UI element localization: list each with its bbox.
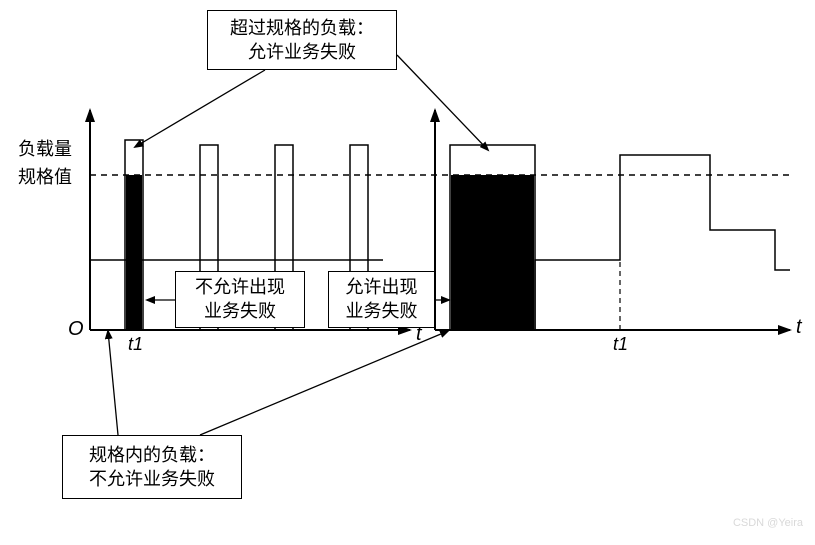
callout-right-inline-line2: 业务失败 bbox=[346, 300, 418, 323]
callout-right-inline-line1: 允许出现 bbox=[346, 276, 418, 299]
callout-top: 超过规格的负载： 允许业务失败 bbox=[207, 10, 397, 70]
callout-left-inline-line2: 业务失败 bbox=[204, 300, 276, 323]
callout-right-inline: 允许出现 业务失败 bbox=[328, 271, 435, 328]
callout-top-line1: 超过规格的负载： bbox=[230, 16, 374, 40]
right-t1-label: t1 bbox=[613, 334, 628, 355]
y-label-load: 负载量 bbox=[18, 135, 72, 161]
y-label-spec: 规格值 bbox=[18, 163, 72, 189]
origin-label: O bbox=[68, 318, 84, 341]
callout-bottom: 规格内的负载： 不允许业务失败 bbox=[62, 435, 242, 499]
callout-top-line2: 允许业务失败 bbox=[248, 40, 356, 64]
callout-bottom-line1: 规格内的负载： bbox=[89, 443, 215, 467]
left-t1-label: t1 bbox=[128, 334, 143, 355]
callout-left-inline: 不允许出现 业务失败 bbox=[175, 271, 305, 328]
right-t-label: t bbox=[796, 316, 802, 339]
callout-left-inline-line1: 不允许出现 bbox=[195, 276, 285, 299]
diagram-stage: 负载量 规格值 O t1 t t1 t 超过规格的负载： 允许业务失败 规格内的… bbox=[0, 0, 815, 545]
watermark: CSDN @Yeira bbox=[733, 517, 803, 529]
callout-bottom-line2: 不允许业务失败 bbox=[89, 467, 215, 491]
